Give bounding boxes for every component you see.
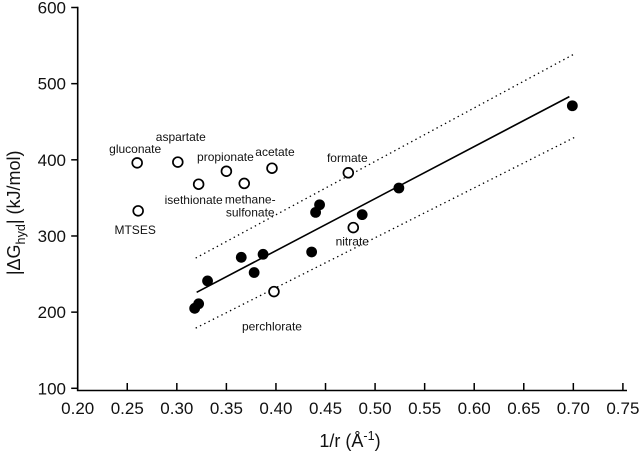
annotation-methane-sulfonate: methane-	[225, 192, 276, 206]
annotation-perchlorate: perchlorate	[242, 320, 302, 334]
data-point-filled	[314, 199, 325, 211]
y-axis-label-sub: hyd	[13, 224, 28, 245]
annotation-methane-sulfonate: sulfonate	[226, 205, 275, 219]
y-axis-label: |ΔGhyd| (kJ/mol)	[4, 101, 28, 325]
x-tick-label: 0.70	[557, 399, 590, 418]
annotation-nitrate: nitrate	[336, 235, 370, 249]
y-tick-label: 500	[38, 75, 66, 94]
data-point-isethionate	[192, 178, 205, 190]
x-tick-label: 0.65	[507, 399, 540, 418]
annotation-gluconate: gluconate	[109, 142, 161, 156]
data-point-aspartate	[172, 156, 184, 168]
data-point-filled	[393, 182, 405, 194]
data-point-propionate	[220, 165, 233, 177]
x-axis-label-post: )	[374, 431, 381, 451]
data-point-formate	[342, 167, 355, 179]
annotation-aspartate: aspartate	[156, 130, 206, 144]
annotation-formate: formate	[327, 151, 368, 165]
x-axis-label-sup: -1	[363, 429, 375, 443]
y-axis-label-post: | (kJ/mol)	[4, 150, 25, 225]
confidence-band-lower	[195, 136, 576, 329]
data-point-mtses	[132, 205, 144, 217]
annotation-isethionate: isethionate	[165, 193, 223, 207]
y-axis-label-pre: |ΔG	[4, 244, 25, 276]
annotation-acetate: acetate	[255, 145, 295, 159]
y-tick-label: 300	[38, 227, 66, 246]
data-point-filled	[193, 298, 205, 310]
data-point-perchlorate	[268, 285, 280, 298]
x-tick-label: 0.45	[309, 399, 342, 418]
annotation-mtses: MTSES	[114, 223, 155, 237]
x-tick-label: 0.40	[259, 399, 292, 418]
y-tick-label: 600	[38, 0, 66, 18]
data-point-filled	[306, 246, 318, 258]
data-point-filled	[356, 209, 368, 221]
x-tick-label: 0.60	[458, 399, 491, 418]
x-tick-label: 0.50	[359, 399, 392, 418]
data-point-filled	[202, 275, 213, 287]
data-point-filled	[566, 100, 578, 112]
data-point-filled	[248, 267, 260, 278]
x-tick-label: 0.25	[111, 399, 144, 418]
data-point-filled	[257, 248, 269, 260]
x-tick-label: 0.35	[210, 399, 243, 418]
data-point-methane-sulfonate	[238, 177, 250, 190]
x-axis-label: 1/r (Å-1)	[269, 429, 431, 452]
regression-line	[196, 95, 570, 294]
x-tick-label: 0.75	[606, 399, 639, 418]
annotation-propionate: propionate	[197, 150, 254, 164]
y-tick-label: 200	[38, 303, 66, 322]
y-tick-label: 100	[38, 379, 66, 398]
x-tick-label: 0.20	[61, 399, 94, 418]
data-point-gluconate	[131, 157, 143, 169]
x-tick-label: 0.30	[160, 399, 193, 418]
x-axis-label-pre: 1/r (Å	[319, 431, 364, 451]
data-point-filled	[235, 251, 247, 263]
y-tick-label: 400	[38, 151, 66, 170]
data-point-nitrate	[347, 221, 360, 234]
x-tick-label: 0.55	[408, 399, 441, 418]
data-point-acetate	[266, 162, 278, 174]
